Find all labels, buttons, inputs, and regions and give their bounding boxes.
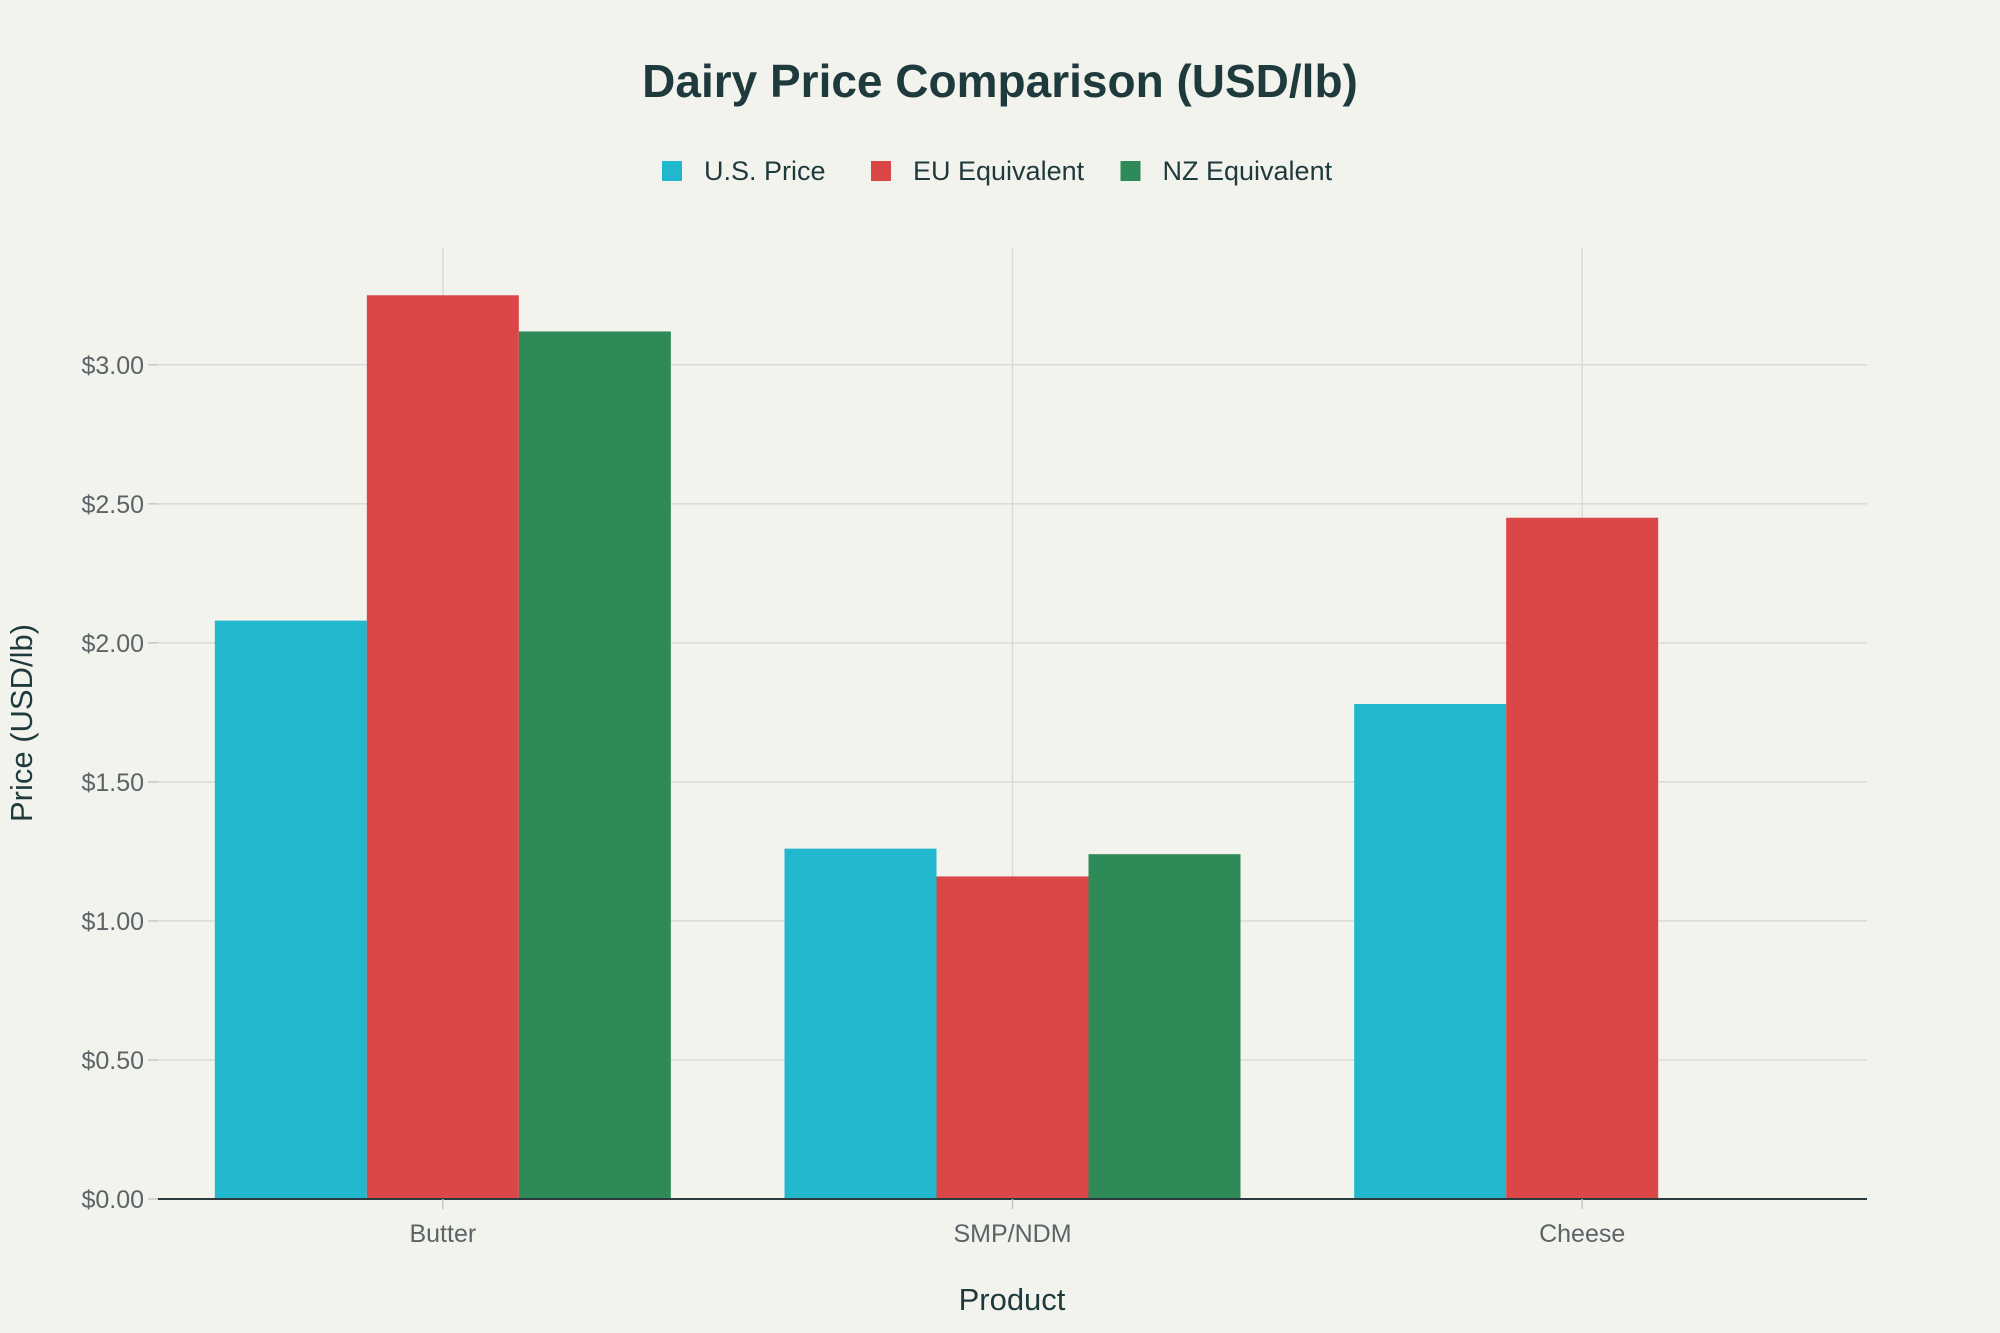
bar-eu-equivalent-smp-ndm [936, 876, 1089, 1199]
legend-label: U.S. Price [704, 156, 826, 186]
bar-eu-equivalent-cheese [1506, 517, 1659, 1199]
legend-item-eu-equivalent[interactable]: EU Equivalent [871, 156, 1085, 186]
bar-u-s-price-butter [214, 620, 367, 1199]
bar-nz-equivalent-butter [518, 331, 671, 1200]
y-tick-label: $2.50 [81, 491, 144, 519]
y-tick-label: $1.50 [81, 769, 144, 797]
x-tick-label: Butter [409, 1220, 476, 1248]
y-tick-label: $1.00 [81, 908, 144, 936]
legend-item-nz-equivalent[interactable]: NZ Equivalent [1120, 156, 1333, 186]
bar-u-s-price-cheese [1354, 704, 1507, 1199]
legend-swatch [662, 161, 682, 181]
chart-title: Dairy Price Comparison (USD/lb) [642, 55, 1358, 107]
x-axis-title: Product [959, 1282, 1066, 1317]
x-tick-label: Cheese [1539, 1220, 1625, 1248]
legend-label: NZ Equivalent [1163, 156, 1333, 186]
y-tick-label: $0.50 [81, 1047, 144, 1075]
legend-swatch [871, 161, 891, 181]
bar-nz-equivalent-smp-ndm [1088, 854, 1241, 1199]
legend-item-u-s-price[interactable]: U.S. Price [662, 156, 826, 186]
bar-u-s-price-smp-ndm [784, 848, 937, 1199]
legend-swatch [1120, 161, 1141, 181]
y-tick-label: $3.00 [81, 352, 144, 380]
bars [214, 295, 1659, 1200]
legend-label: EU Equivalent [913, 156, 1085, 186]
y-tick-label: $0.00 [81, 1186, 144, 1214]
x-tick-label: SMP/NDM [953, 1220, 1071, 1248]
legend: U.S. Price EU Equivalent NZ Equivalent [662, 156, 1333, 186]
y-tick-label: $2.00 [81, 630, 144, 658]
bar-eu-equivalent-butter [366, 295, 519, 1199]
axes: $0.00 $0.50 $1.00 $1.50 $2.00 $2.50 $3.00 Butte… [81, 352, 1867, 1248]
y-axis-title: Price (USD/lb) [4, 624, 39, 822]
